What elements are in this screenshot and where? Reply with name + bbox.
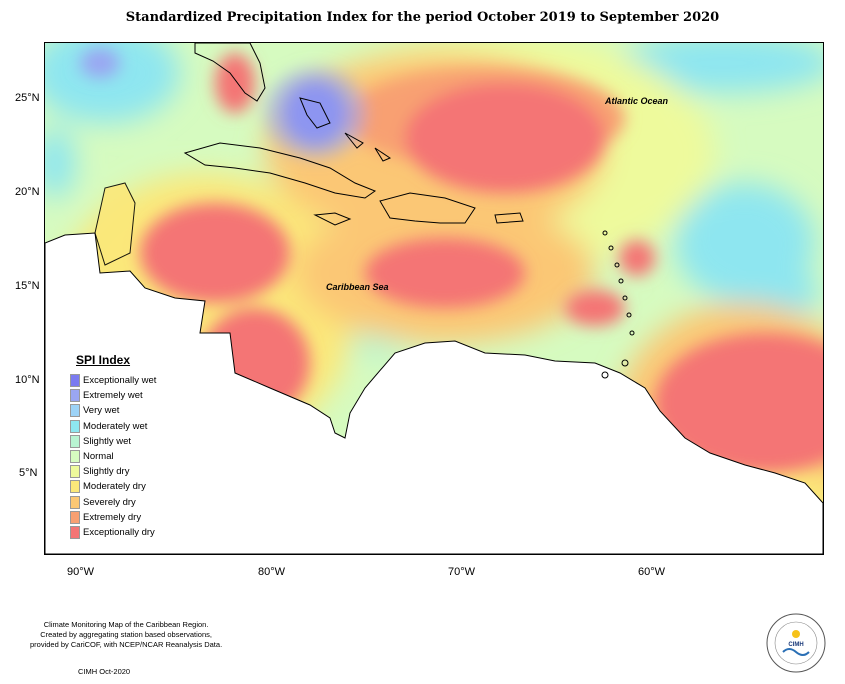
legend-label: Exceptionally dry: [83, 526, 155, 538]
legend-swatch: [70, 495, 80, 509]
legend-swatch: [70, 525, 80, 539]
cimh-logo: CIMH: [766, 613, 826, 673]
lat-tick-10n: 10°N: [15, 374, 40, 386]
footer-line: Climate Monitoring Map of the Caribbean …: [43, 620, 209, 629]
legend-item: Extremely wet: [70, 388, 188, 403]
land-masses: [45, 232, 823, 554]
legend-item: Very wet: [70, 403, 188, 418]
legend-swatch: [70, 374, 80, 388]
legend-label: Slightly wet: [83, 435, 132, 447]
legend-label: Severely dry: [83, 496, 136, 508]
lat-tick-15n: 15°N: [15, 280, 40, 292]
wave-icon: [782, 648, 810, 656]
legend-item: Moderately dry: [70, 479, 188, 494]
legend-label: Extremely wet: [83, 390, 143, 402]
lon-tick-80w: 80°W: [258, 566, 286, 578]
sun-icon: [792, 630, 800, 638]
florida-coast: [194, 43, 266, 102]
spi-legend: SPI Index Exceptionally wet Extremely wet…: [70, 353, 188, 540]
jamaica-coast: [313, 212, 352, 226]
lat-tick-20n: 20°N: [15, 186, 40, 198]
legend-label: Normal: [83, 451, 114, 463]
puerto-rico-coast: [494, 212, 524, 224]
spi-map: Atlantic Ocean Caribbean Sea: [44, 42, 824, 555]
legend-label: Moderately wet: [83, 420, 148, 432]
map-title: Standardized Precipitation Index for the…: [125, 10, 720, 25]
lesser-antilles: [601, 230, 635, 379]
lon-tick-70w: 70°W: [448, 566, 476, 578]
legend-item: Moderately wet: [70, 419, 188, 434]
lat-tick-25n: 25°N: [15, 92, 40, 104]
legend-swatch: [70, 419, 80, 433]
legend-item: Slightly dry: [70, 464, 188, 479]
legend-item: Exceptionally dry: [70, 525, 188, 540]
spi-dry-cores: [80, 48, 823, 473]
legend-label: Exceptionally wet: [83, 375, 157, 387]
label-atlantic-ocean: Atlantic Ocean: [604, 96, 669, 106]
legend-label: Moderately dry: [83, 481, 146, 493]
legend-swatch: [70, 450, 80, 464]
legend-item: Normal: [70, 449, 188, 464]
logo-text: CIMH: [788, 642, 803, 648]
legend-title: SPI Index: [76, 353, 131, 367]
legend-items: Exceptionally wet Extremely wet Very wet Mo…: [70, 373, 188, 540]
footer-line: provided by CariCOF, with NCEP/NCAR Rean…: [30, 640, 223, 649]
legend-label: Extremely dry: [83, 511, 142, 523]
legend-swatch: [70, 434, 80, 448]
legend-item: Extremely dry: [70, 510, 188, 525]
yucatan-peninsula: [94, 182, 136, 266]
legend-label: Slightly dry: [83, 466, 130, 478]
cuba-coast: [183, 142, 377, 199]
bahamas-coast: [299, 97, 392, 162]
legend-swatch: [70, 465, 80, 479]
lat-tick-5n: 5°N: [19, 467, 38, 479]
legend-swatch: [70, 404, 80, 418]
footer-notes: Climate Monitoring Map of the Caribbean …: [30, 620, 222, 650]
legend-swatch: [70, 480, 80, 494]
legend-item: Severely dry: [70, 495, 188, 510]
legend-swatch: [70, 510, 80, 524]
lon-tick-90w: 90°W: [67, 566, 95, 578]
footer-credit: CIMH Oct-2020: [78, 667, 131, 676]
legend-item: Slightly wet: [70, 434, 188, 449]
legend-item: Exceptionally wet: [70, 373, 188, 388]
legend-label: Very wet: [83, 405, 120, 417]
legend-swatch: [70, 389, 80, 403]
label-caribbean-sea: Caribbean Sea: [326, 282, 389, 292]
lon-tick-60w: 60°W: [638, 566, 666, 578]
spi-map-canvas: Atlantic Ocean Caribbean Sea: [45, 43, 823, 554]
hispaniola-coast: [379, 192, 476, 224]
footer-line: Created by aggregating station based obs…: [40, 630, 212, 639]
